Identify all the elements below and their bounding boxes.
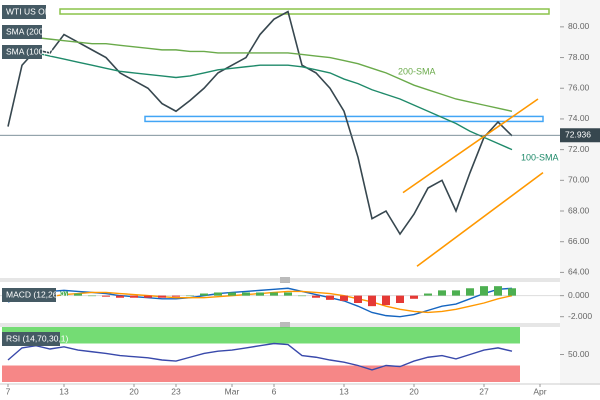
histogram-bar xyxy=(228,292,236,296)
last-price-box xyxy=(560,128,600,143)
x-tick-label: Mar xyxy=(225,386,240,396)
y-tick-label: 80.00 xyxy=(568,21,590,31)
histogram-bar xyxy=(242,292,250,296)
histogram-bar xyxy=(466,288,474,296)
x-tick-label: 13 xyxy=(339,386,349,396)
histogram-bar xyxy=(158,295,166,298)
histogram-bar xyxy=(88,295,96,297)
y-tick-label: -2.000 xyxy=(568,311,592,321)
histogram-bar xyxy=(368,295,376,307)
histogram-bar xyxy=(424,293,432,296)
histogram-bar xyxy=(172,295,180,297)
panel xyxy=(2,327,520,382)
legend-box xyxy=(2,45,42,59)
legend-box xyxy=(2,25,42,39)
x-tick-label: Apr xyxy=(533,386,546,396)
y-tick-label: 72.00 xyxy=(568,144,590,154)
x-tick-label: 20 xyxy=(409,386,419,396)
histogram-bar xyxy=(116,295,124,298)
x-tick-label: 27 xyxy=(479,386,489,396)
y-tick-label: 70.00 xyxy=(568,175,590,185)
panel xyxy=(7,8,550,267)
legend-box xyxy=(2,332,60,346)
histogram-bar xyxy=(284,292,292,296)
level-line xyxy=(59,8,550,15)
legend-box xyxy=(2,288,56,302)
y-tick-label: 76.00 xyxy=(568,82,590,92)
histogram-bar xyxy=(74,293,82,296)
y-tick-label: 64.00 xyxy=(568,267,590,277)
histogram-bar xyxy=(270,292,278,296)
y-tick-label: 0.000 xyxy=(568,290,590,300)
histogram-bar xyxy=(438,290,446,296)
legend-box xyxy=(2,5,46,19)
histogram-bar xyxy=(382,295,390,306)
legend-label: RSI (14,70,30,1) xyxy=(6,333,69,343)
channel-line xyxy=(402,98,539,194)
series-line xyxy=(7,33,513,112)
y-tick-label: 68.00 xyxy=(568,205,590,215)
legend-label: WTI US OIL xyxy=(6,6,52,16)
histogram-bar xyxy=(256,292,264,296)
last-price-label: 72.936 xyxy=(565,130,591,140)
histogram-bar xyxy=(144,295,152,298)
x-tick-label: 23 xyxy=(171,386,181,396)
y-tick-label: 50.00 xyxy=(568,349,590,359)
annotation: 100-SMA xyxy=(521,152,559,162)
y-tick-label: 74.00 xyxy=(568,113,590,123)
histogram-bar xyxy=(102,295,110,297)
x-tick-label: 7 xyxy=(6,386,11,396)
histogram-bar xyxy=(214,292,222,296)
histogram-bar xyxy=(480,286,488,296)
series-line xyxy=(7,342,513,371)
histogram-bar xyxy=(312,295,320,298)
series-line xyxy=(7,10,513,236)
series-line xyxy=(7,47,513,151)
histogram-bar xyxy=(410,295,418,299)
histogram-bar xyxy=(452,290,460,296)
histogram-bar xyxy=(298,295,306,297)
histogram-bar xyxy=(340,295,348,301)
annotation: 200-SMA xyxy=(398,66,436,76)
histogram-bar xyxy=(354,295,362,303)
panel xyxy=(0,286,560,318)
histogram-bar xyxy=(494,286,502,296)
histogram-bar xyxy=(326,295,334,300)
histogram-bar xyxy=(60,291,68,296)
legend-label: SMA (200,0) xyxy=(6,26,53,36)
x-tick-label: 13 xyxy=(59,386,69,396)
band xyxy=(2,327,520,344)
grip xyxy=(280,322,290,328)
x-tick-label: 20 xyxy=(129,386,139,396)
legend-label: SMA (100,0) xyxy=(6,46,53,56)
histogram-bar xyxy=(396,295,404,303)
y-tick-label: 66.00 xyxy=(568,236,590,246)
histogram-bar xyxy=(130,295,138,298)
grip xyxy=(280,277,290,283)
legend-label: MACD (12,26,9) xyxy=(6,289,68,299)
histogram-bar xyxy=(508,288,516,296)
histogram-bar xyxy=(200,293,208,296)
y-tick-label: 78.00 xyxy=(568,52,590,62)
band xyxy=(2,365,520,382)
axis-area xyxy=(560,0,600,385)
level-line xyxy=(144,115,544,123)
x-tick-label: 6 xyxy=(272,386,277,396)
channel-line xyxy=(416,172,544,267)
histogram-bar xyxy=(186,295,194,297)
